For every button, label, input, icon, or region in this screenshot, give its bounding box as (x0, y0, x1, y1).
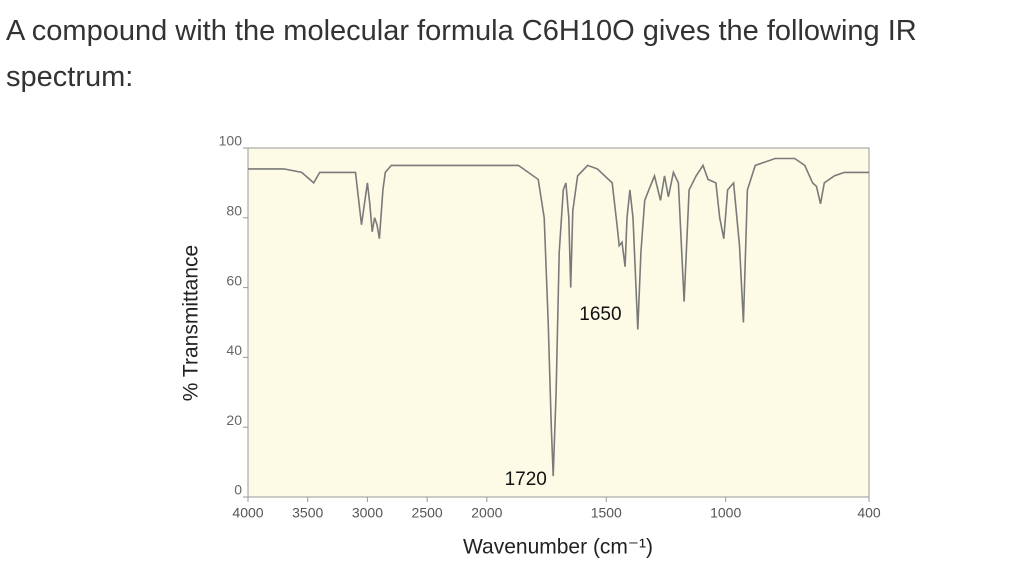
x-tick-label: 2500 (412, 505, 443, 521)
y-tick-label: 60 (226, 272, 242, 288)
y-tick-label: 40 (226, 342, 242, 358)
x-tick-label: 3500 (292, 505, 323, 521)
y-axis-label: % Transmittance (180, 245, 203, 401)
y-tick-label: 20 (226, 412, 242, 428)
peak-label: 1720 (505, 469, 547, 490)
y-tick-label: 0 (234, 482, 242, 498)
x-tick-label: 1000 (710, 505, 741, 521)
x-tick-label: 1500 (591, 505, 622, 521)
x-axis-label: Wavenumber (cm⁻¹) (463, 536, 653, 559)
y-tick-label: 100 (219, 133, 243, 149)
x-tick-label: 4000 (232, 505, 263, 521)
x-tick-label: 400 (857, 505, 881, 521)
plot-area (247, 147, 870, 498)
peak-label: 1650 (579, 304, 621, 325)
x-tick-label: 2000 (471, 505, 502, 521)
x-tick-label: 3000 (352, 505, 383, 521)
spectrum-line (248, 157, 869, 477)
question-text: A compound with the molecular formula C6… (6, 15, 917, 93)
y-tick-label: 80 (226, 203, 242, 219)
